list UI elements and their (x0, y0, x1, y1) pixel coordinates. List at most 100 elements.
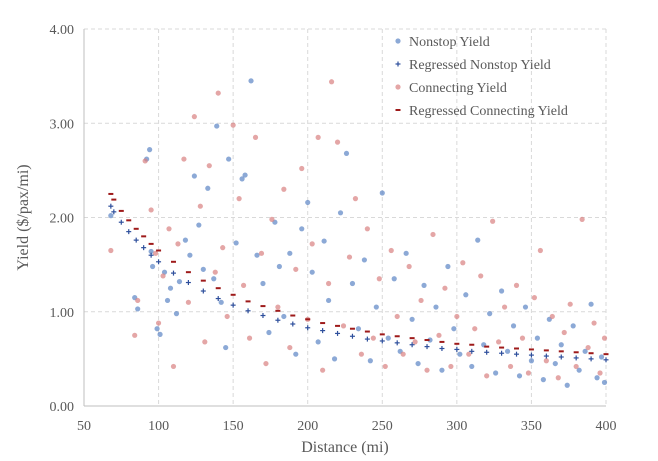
data-point (552, 360, 558, 367)
data-point (558, 342, 564, 348)
series-0 (108, 78, 608, 388)
data-point (448, 363, 454, 370)
data-point (510, 323, 517, 329)
y-tick-label: 1.00 (50, 306, 75, 321)
data-point (191, 114, 197, 120)
data-point (573, 363, 579, 370)
data-point (211, 276, 217, 282)
data-point (215, 90, 221, 96)
data-point (226, 156, 232, 162)
data-point (164, 297, 171, 304)
data-point (197, 203, 203, 209)
data-point (555, 375, 561, 381)
legend-label: Connecting Yield (409, 81, 507, 96)
data-point (248, 78, 254, 84)
data-point (373, 304, 379, 310)
data-point (200, 288, 206, 294)
data-point (196, 222, 202, 228)
data-point (325, 297, 332, 304)
data-point (409, 342, 415, 348)
legend-label: Regressed Nonstop Yield (409, 58, 551, 73)
data-point (281, 186, 287, 192)
data-point (155, 320, 162, 326)
series-3 (108, 192, 609, 356)
data-point (214, 123, 220, 129)
data-point (469, 348, 475, 354)
data-point (170, 363, 177, 370)
data-point (475, 237, 481, 243)
data-point (514, 351, 520, 357)
data-point (202, 339, 208, 345)
data-point (388, 247, 394, 254)
x-tick-label: 100 (148, 419, 169, 434)
data-point (573, 355, 579, 361)
data-point (206, 163, 212, 169)
data-point (504, 348, 511, 354)
data-point (442, 285, 448, 291)
data-point (412, 339, 418, 345)
data-point (570, 323, 576, 329)
x-tick-label: 300 (446, 419, 467, 434)
series-1 (108, 203, 609, 363)
data-point (157, 331, 163, 337)
legend-entry: Connecting Yield (395, 81, 507, 96)
data-point (258, 250, 265, 256)
data-point (133, 237, 139, 243)
data-point (275, 304, 281, 310)
data-point (230, 122, 236, 128)
data-point (531, 295, 538, 301)
data-point (343, 150, 350, 157)
data-point (240, 282, 247, 288)
points-layer (108, 78, 609, 388)
data-point (335, 330, 341, 336)
data-point (187, 252, 193, 258)
grid-layer (84, 28, 607, 406)
data-point (334, 139, 341, 145)
legend-entry: Nonstop Yield (395, 35, 490, 50)
data-point (349, 280, 356, 287)
data-point (309, 269, 315, 275)
axis-layer: 0.00 1.00 2.00 3.00 4.00 50 100 150 200 250 300 350… (50, 23, 617, 434)
data-point (403, 250, 409, 256)
data-point (522, 304, 529, 310)
data-point (175, 241, 181, 247)
data-point (451, 326, 457, 332)
data-point (543, 353, 549, 359)
data-point (346, 254, 353, 260)
data-point (597, 370, 603, 376)
data-point (493, 370, 499, 376)
data-point (167, 285, 174, 291)
data-point (385, 335, 391, 341)
x-tick-label: 50 (77, 419, 91, 434)
data-point (391, 276, 397, 282)
data-point (454, 313, 460, 320)
data-point (367, 358, 373, 364)
data-point (466, 351, 472, 357)
data-point (142, 158, 148, 164)
y-tick-label: 3.00 (50, 117, 75, 132)
data-point (364, 226, 370, 232)
data-point (305, 325, 311, 331)
data-point (513, 282, 520, 288)
data-point (585, 344, 591, 351)
data-point (309, 241, 315, 247)
data-point (543, 358, 549, 364)
x-tick-label: 400 (596, 419, 617, 434)
data-point (315, 134, 321, 140)
data-point (490, 218, 496, 224)
data-point (220, 245, 226, 251)
data-point (567, 301, 573, 307)
data-point (260, 280, 266, 287)
data-point (424, 367, 430, 373)
data-point (111, 209, 117, 215)
data-point (281, 313, 287, 320)
x-tick-label: 200 (297, 419, 318, 434)
data-point (603, 357, 609, 363)
data-point (287, 344, 293, 351)
data-point (433, 304, 439, 310)
data-point (400, 351, 406, 357)
data-point (218, 299, 224, 305)
data-point (148, 207, 154, 213)
data-point (487, 311, 493, 317)
